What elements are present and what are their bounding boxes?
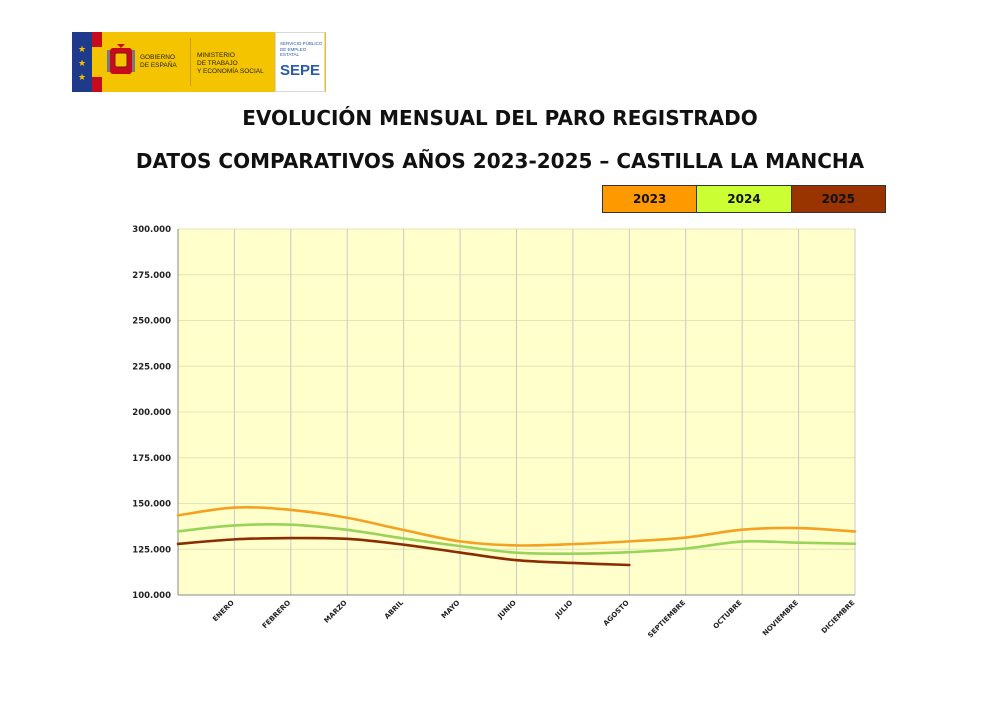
ministerio-text: MINISTERIO DE TRABAJO Y ECONOMÍA SOCIAL: [197, 52, 264, 75]
chart-legend: 2023 2024 2025: [602, 185, 886, 213]
legend-item-2024: 2024: [697, 186, 792, 212]
y-tick-label: 250.000: [132, 317, 171, 327]
y-tick-label: 175.000: [132, 454, 171, 464]
y-tick-label: 300.000: [132, 225, 171, 235]
spain-flag-icon: [92, 32, 102, 92]
y-tick-label: 225.000: [132, 362, 171, 372]
x-tick-label: ENERO: [211, 599, 236, 624]
x-tick-label: OCTUBRE: [712, 599, 744, 631]
y-tick-label: 150.000: [132, 500, 171, 510]
x-tick-label: FEBRERO: [261, 599, 292, 630]
y-tick-label: 100.000: [132, 591, 171, 601]
page-title: EVOLUCIÓN MENSUAL DEL PARO REGISTRADO: [242, 106, 758, 130]
government-logo: ★ ★ ★ GOBIERNO DE ESPAÑA MINISTERIO DE TRA…: [72, 32, 326, 92]
x-tick-label: DICIEMBRE: [820, 599, 857, 636]
x-tick-label: JUNIO: [495, 599, 517, 621]
legend-item-2023: 2023: [603, 186, 698, 212]
sepe-logo: SERVICIO PÚBLICO DE EMPLEO ESTATAL SEPE: [275, 32, 325, 92]
legend-item-2025: 2025: [791, 186, 885, 212]
page-subtitle: DATOS COMPARATIVOS AÑOS 2023-2025 – CAST…: [135, 149, 865, 173]
series-line-2024: [176, 523, 857, 556]
series-line-2023: [176, 505, 857, 547]
y-tick-label: 275.000: [132, 271, 171, 281]
eu-flag-icon: ★ ★ ★: [72, 32, 92, 92]
x-tick-label: JULIO: [553, 599, 574, 620]
x-tick-label: MAYO: [440, 599, 462, 621]
y-tick-label: 200.000: [132, 408, 171, 418]
x-tick-label: ABRIL: [383, 598, 405, 620]
x-tick-label: NOVIEMBRE: [761, 599, 800, 638]
gobierno-text: GOBIERNO DE ESPAÑA: [140, 54, 177, 69]
series-line-2025: [176, 536, 631, 567]
x-tick-label: MARZO: [323, 599, 349, 625]
y-tick-label: 125.000: [132, 545, 171, 555]
coat-of-arms-icon: [102, 32, 140, 92]
x-tick-label: AGOSTO: [602, 599, 631, 628]
x-tick-label: SEPTIEMBRE: [646, 599, 687, 640]
